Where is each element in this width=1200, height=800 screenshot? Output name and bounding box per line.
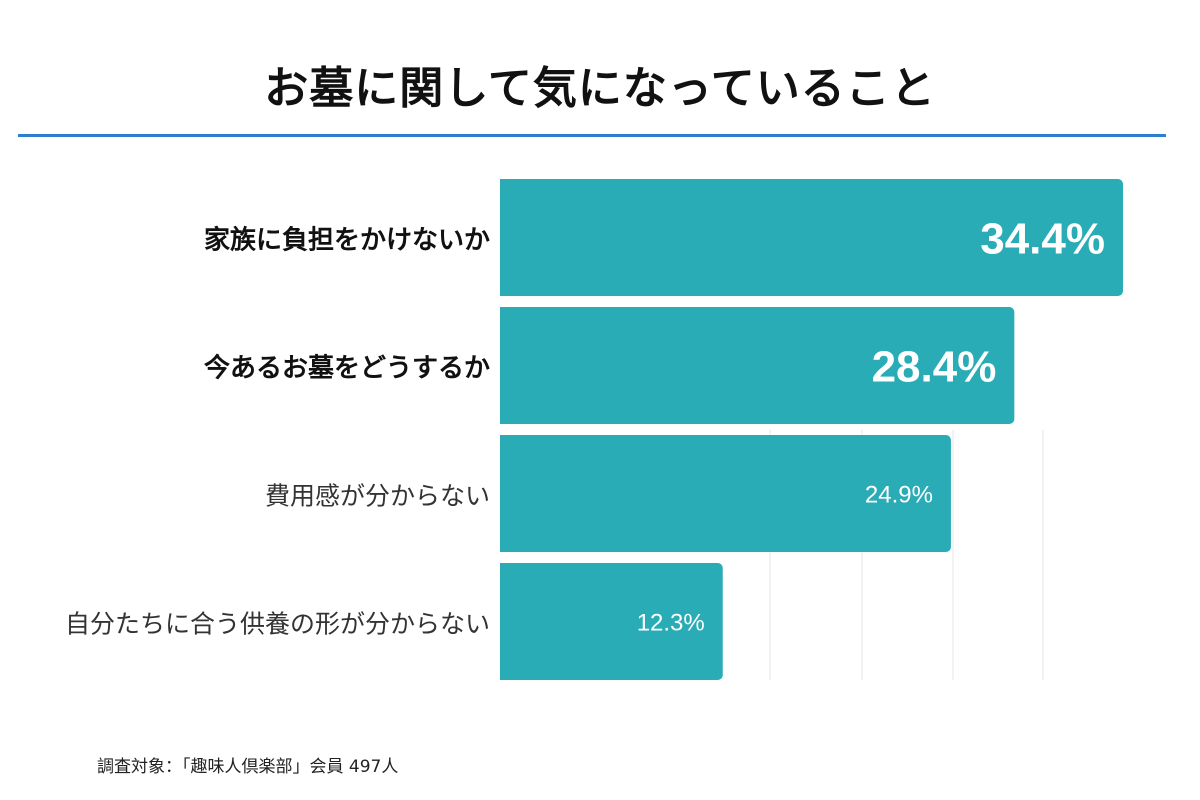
category-label-3: 自分たちに合う供養の形が分からない (65, 610, 490, 639)
bar-edge-0 (500, 179, 508, 296)
bar-edge-3 (500, 563, 508, 680)
value-label-3: 12.3% (637, 610, 705, 637)
bar-2 (500, 435, 951, 552)
category-labels: 家族に負担をかけないか今あるお墓をどうするか費用感が分からない自分たちに合う供養… (65, 225, 490, 639)
bar-edge-2 (500, 435, 508, 552)
value-label-2: 24.9% (865, 482, 933, 509)
bar-3 (500, 563, 723, 680)
value-labels: 34.4% 28.4% 24.9% 12.3% (637, 215, 1105, 637)
bar-1 (500, 307, 1015, 424)
bar-0 (500, 179, 1123, 296)
bars (500, 179, 1123, 680)
value-label-1: 28.4% (872, 343, 997, 392)
category-label-1: 今あるお墓をどうするか (204, 353, 490, 384)
category-label-0: 家族に負担をかけないか (204, 225, 490, 256)
category-label-2: 費用感が分からない (265, 482, 490, 511)
value-label-0: 34.4% (980, 215, 1105, 264)
title-divider (18, 134, 1166, 137)
survey-footnote: 調査対象：「趣味人倶楽部」会員 497人 (97, 757, 399, 777)
bar-edge-1 (500, 307, 508, 424)
chart-title: お墓に関して気になっていること (264, 63, 936, 114)
